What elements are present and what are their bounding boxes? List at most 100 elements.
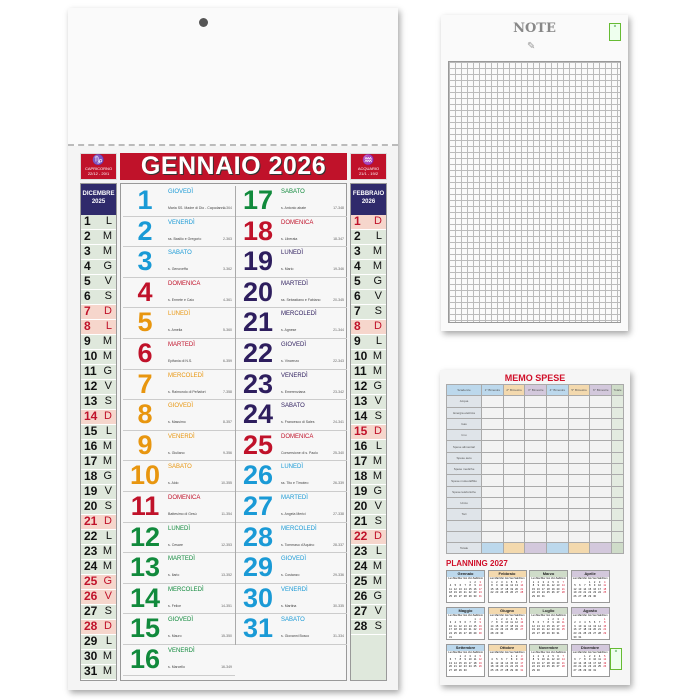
saint-name: ss. Sebastiano e Fabiano xyxy=(281,297,321,302)
table-row: Spese mutuo/affitto xyxy=(445,474,624,487)
side-day-row: 13 V xyxy=(351,395,386,410)
mini-day: 4 xyxy=(598,654,601,658)
table-cell xyxy=(589,440,613,453)
weekday-label: Gio xyxy=(587,614,592,617)
table-cell xyxy=(546,429,569,442)
mini-day: 11 xyxy=(490,661,494,665)
mini-day: 6 xyxy=(537,621,540,625)
table-cell xyxy=(524,496,548,510)
weekday-label: Dom xyxy=(477,577,483,580)
side-day-row: 18 M xyxy=(351,470,386,485)
next-month-header: FEBBRAIO 2026 xyxy=(351,184,386,215)
row-label: Imu xyxy=(445,429,483,442)
zodiac-capricorn: ♑ CAPRICORNO 22/12 - 20/1 xyxy=(80,153,117,180)
table-cell xyxy=(524,395,548,408)
mini-day: 17 xyxy=(598,587,601,591)
mini-day: 5 xyxy=(479,654,481,658)
mini-day: 7 xyxy=(584,584,586,588)
mini-day: 19 xyxy=(495,665,499,669)
mini-day: 4 xyxy=(505,580,508,584)
weekday-letter: L xyxy=(375,545,382,557)
mini-day: 11 xyxy=(510,621,513,625)
mini-day: 1 xyxy=(588,580,591,584)
weekday-label: Mer xyxy=(582,577,588,580)
table-cell xyxy=(481,530,504,544)
column-header: 2° Bimestre xyxy=(502,383,526,397)
weekday-label: Sab xyxy=(555,577,561,580)
mini-day: 3 xyxy=(557,617,559,621)
day-number: 30 xyxy=(242,582,274,613)
weekday-label: Ven xyxy=(509,577,514,580)
mini-day: 15 xyxy=(468,587,472,591)
weekday-label: Ven xyxy=(509,614,514,617)
mini-month-grid: Lun Mar Mer Gio Ven Sab Dom 1 2 3 4 5 6 7 8 9 10 11 12 13 14… xyxy=(530,577,567,599)
table-cell xyxy=(589,406,613,419)
weekday-letter: G xyxy=(103,470,112,482)
weekday-name: GIOVEDÌ xyxy=(281,341,307,348)
weekday-letter: L xyxy=(375,230,382,242)
column-header: Scadenze xyxy=(445,383,483,397)
next-month-column: FEBBRAIO 2026 1 D 2 L 3 M 4 M 5 G 6 V 7 S 8 D 9 L 10 M 11 M 12 G 1… xyxy=(350,183,387,681)
mini-month-grid: Lun Mar Mer Gio Ven Sab Dom 1 2 3 4 5 6 7 8 9 10 11 12 13 14… xyxy=(489,651,526,673)
weekday-letter: V xyxy=(104,380,112,392)
mini-day: 6 xyxy=(593,621,596,625)
table-header-row: Scadenze 1° Bimestre 2° Bimestre 3° Bimestr… xyxy=(445,383,624,397)
planning-title: PLANNING 2027 xyxy=(446,559,508,568)
mini-day: 3 xyxy=(469,654,471,658)
weekday-name: VENERDÌ xyxy=(168,647,195,654)
weekday-label: Ven xyxy=(467,651,473,654)
mini-day: 10 xyxy=(468,658,472,662)
weekday-label: Ven xyxy=(509,651,514,654)
weekday-letter: V xyxy=(374,500,382,512)
mini-day: 11 xyxy=(561,621,565,625)
mini-day: 23 xyxy=(463,665,467,669)
calendar-header-blank xyxy=(68,8,398,146)
table-cell xyxy=(589,519,613,532)
mini-day: 3 xyxy=(501,580,503,584)
day-count: 3-362 xyxy=(223,267,232,272)
mini-month-name: Febbraio xyxy=(488,571,526,577)
weekday-letter: S xyxy=(104,500,112,512)
mini-day: 25 xyxy=(546,591,550,595)
weekday-label: Lun xyxy=(489,614,495,617)
mini-day: 16 xyxy=(536,587,540,591)
day-row: 27 MARTEDÌ s. Angela Merici 27-338 xyxy=(236,491,347,523)
table-cell xyxy=(481,474,504,487)
table-row: Imu xyxy=(445,429,624,442)
day-count: 24-341 xyxy=(333,420,344,425)
mini-day: 13 xyxy=(593,624,597,628)
weekday-name: DOMENICA xyxy=(168,494,201,501)
mini-day: 30 xyxy=(478,631,482,635)
mini-day: 13 xyxy=(463,624,467,628)
mini-day: 13 xyxy=(556,658,560,662)
day-count: 23-342 xyxy=(333,389,344,394)
column-header: 4° Bimestre xyxy=(546,383,569,397)
mini-day: 3 xyxy=(593,654,596,658)
mini-day: 19 xyxy=(478,661,482,665)
mini-month-name: Aprile xyxy=(571,571,609,577)
weekday-label: Mer xyxy=(582,614,588,617)
mini-day: 26 xyxy=(551,665,555,669)
mini-day: 29 xyxy=(495,631,499,635)
mini-month-grid: Lun Mar Mer Gio Ven Sab Dom 1 2 3 4 5 6 7 8 9 10 11 12 13 14… xyxy=(447,577,484,599)
mini-day: 8 xyxy=(547,621,549,625)
mini-day: 2 xyxy=(574,621,576,625)
day-number: 5 xyxy=(137,307,153,338)
mini-day: 12 xyxy=(453,587,457,591)
mini-day: 13 xyxy=(449,661,452,665)
weekday-label: Mar xyxy=(536,651,541,654)
day-count: 31-334 xyxy=(333,634,344,639)
saint-name: s. Felice xyxy=(168,603,182,608)
day-count: 20-345 xyxy=(333,297,344,302)
saint-name: s. Francesco di Sales xyxy=(281,420,315,425)
mini-day: 6 xyxy=(521,617,523,621)
mini-day: 23 xyxy=(515,665,518,669)
side-day-row: 19 G xyxy=(351,485,386,500)
weekday-letter: M xyxy=(102,455,112,467)
mini-day: 5 xyxy=(604,654,606,658)
weekday-label: Mar xyxy=(577,651,583,654)
mini-day: 25 xyxy=(561,628,565,632)
side-day-row: 18 G xyxy=(81,470,116,485)
mini-day: 23 xyxy=(551,628,555,632)
